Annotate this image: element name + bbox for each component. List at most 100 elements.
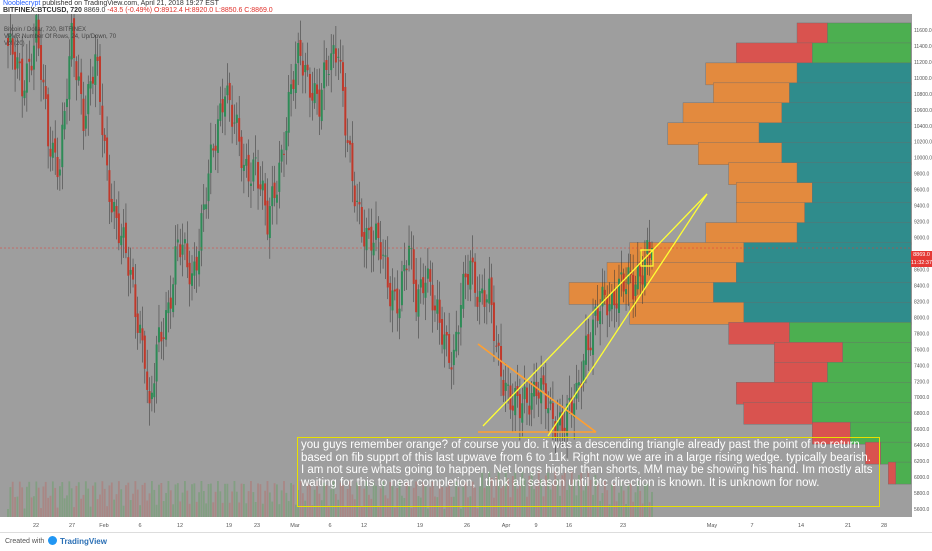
candle-body xyxy=(502,379,505,396)
volume-bar xyxy=(627,484,630,517)
candle-body xyxy=(415,279,418,313)
volume-bar xyxy=(77,482,80,517)
volume-bar xyxy=(70,488,73,517)
candle-body xyxy=(146,371,149,390)
candle-body xyxy=(280,149,283,162)
volume-bar xyxy=(7,509,9,517)
volume-bar xyxy=(398,481,401,517)
candle-body xyxy=(242,164,245,171)
volume-bar xyxy=(502,485,505,517)
legend-symbol: Bitcoin / Dollar, 720, BITFINEX xyxy=(4,27,87,33)
volume-bar xyxy=(205,503,208,517)
volume-bar xyxy=(634,492,637,517)
price-tick-label: 8000.0 xyxy=(914,315,930,321)
candle-body xyxy=(299,39,302,56)
volume-bar xyxy=(419,497,422,517)
volume-bar xyxy=(342,485,344,517)
candle-body xyxy=(80,72,83,95)
volume-bar xyxy=(552,484,554,517)
volume-bar xyxy=(257,483,259,517)
volume-profile-down xyxy=(743,402,813,425)
volume-profile-up xyxy=(796,162,912,185)
candle-body xyxy=(339,59,342,62)
volume-profile-up xyxy=(796,62,912,86)
volume-bar xyxy=(327,505,330,517)
candle-body xyxy=(467,274,469,285)
candle-body xyxy=(599,311,602,325)
price-chart[interactable]: 11600.0 11400.0 11200.0 11000.0 10800.0 10600… xyxy=(0,14,932,532)
volume-bar xyxy=(233,481,236,517)
volume-bar xyxy=(226,483,229,517)
volume-bar xyxy=(221,502,224,517)
candle-body xyxy=(426,268,429,279)
candle-body xyxy=(575,382,578,399)
volume-bar xyxy=(622,490,625,517)
volume-bar xyxy=(174,484,177,517)
candle-body xyxy=(14,51,17,70)
volume-bar xyxy=(339,482,342,517)
tradingview-brand[interactable]: TradingView xyxy=(60,537,107,546)
candle-body xyxy=(268,206,271,239)
volume-bar xyxy=(365,481,368,517)
candle-body xyxy=(346,140,349,143)
author-name[interactable]: Nooblecrypt xyxy=(3,0,41,7)
candle-body xyxy=(592,319,595,355)
volume-bar xyxy=(184,481,186,517)
volume-bar xyxy=(30,497,33,517)
volume-profile-up xyxy=(827,22,912,46)
price-tick-label: 6000.0 xyxy=(914,475,930,481)
candle-body xyxy=(165,310,168,340)
candle-body xyxy=(433,305,436,311)
candle-body xyxy=(587,334,590,351)
volume-bar xyxy=(509,497,512,517)
volume-bar xyxy=(372,482,375,517)
candle-body xyxy=(391,290,394,311)
candle-body xyxy=(445,331,448,336)
candle-body xyxy=(478,291,481,303)
volume-bar xyxy=(92,485,94,517)
candle-body xyxy=(11,38,14,55)
candle-body xyxy=(61,124,64,168)
candle-body xyxy=(483,290,486,307)
candle-body xyxy=(419,279,422,288)
candle-body xyxy=(219,103,222,121)
volume-bar xyxy=(533,489,535,517)
candle-body xyxy=(398,308,401,319)
volume-bar xyxy=(66,495,68,517)
candle-body xyxy=(35,14,38,43)
volume-bar xyxy=(87,488,90,517)
candle-body xyxy=(561,411,564,431)
volume-bar xyxy=(290,483,292,517)
annotation-text-box[interactable]: you guys remember orange? of course you … xyxy=(297,437,880,507)
volume-bar xyxy=(11,481,14,517)
candle-body xyxy=(375,223,377,240)
candle-body xyxy=(245,158,248,166)
volume-bar xyxy=(448,481,451,517)
volume-bar xyxy=(318,493,321,517)
candle-body xyxy=(363,231,366,247)
volume-bar xyxy=(566,489,568,517)
volume-bar xyxy=(511,476,514,517)
volume-bar xyxy=(162,500,165,517)
volume-bar xyxy=(349,481,351,517)
candle-body xyxy=(485,299,488,303)
candle-body xyxy=(183,239,186,244)
candle-body xyxy=(224,96,227,117)
candle-body xyxy=(594,306,597,316)
candle-body xyxy=(325,60,328,71)
price-tick-label: 9000.0 xyxy=(914,236,930,242)
volume-profile-down xyxy=(698,142,783,165)
volume-bar xyxy=(592,494,594,517)
symbol-name: BITFINEX:BTCUSD, 720 xyxy=(3,7,82,14)
time-tick-label: 7 xyxy=(750,523,753,529)
volume-profile-up xyxy=(781,142,912,165)
volume-bar xyxy=(158,484,160,517)
volume-profile-down xyxy=(682,102,783,126)
price-tick-label: 9800.0 xyxy=(914,172,930,178)
volume-bar xyxy=(207,484,210,517)
volume-profile-up xyxy=(880,441,912,465)
candle-body xyxy=(115,206,118,219)
volume-bar xyxy=(47,497,50,517)
volume-bar xyxy=(169,490,172,517)
candle-body xyxy=(179,244,182,258)
